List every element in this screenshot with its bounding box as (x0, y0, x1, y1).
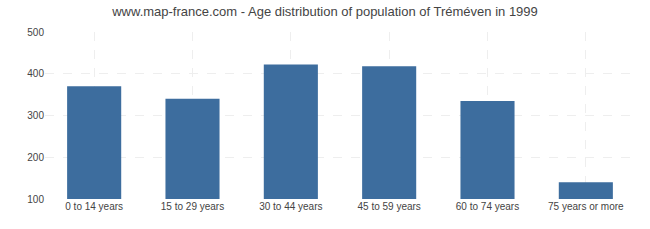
svg-text:45 to 59 years: 45 to 59 years (357, 201, 420, 212)
svg-text:400: 400 (27, 68, 44, 79)
svg-text:100: 100 (27, 194, 44, 205)
svg-text:500: 500 (27, 27, 44, 38)
svg-text:15 to 29 years: 15 to 29 years (161, 201, 224, 212)
svg-text:30 to 44 years: 30 to 44 years (259, 201, 322, 212)
svg-text:200: 200 (27, 152, 44, 163)
svg-text:75 years or more: 75 years or more (548, 201, 624, 212)
svg-text:300: 300 (27, 110, 44, 121)
svg-text:60 to 74 years: 60 to 74 years (456, 201, 519, 212)
svg-text:www.map-france.com - Age distr: www.map-france.com - Age distribution of… (111, 4, 538, 19)
svg-text:0 to 14 years: 0 to 14 years (65, 201, 123, 212)
